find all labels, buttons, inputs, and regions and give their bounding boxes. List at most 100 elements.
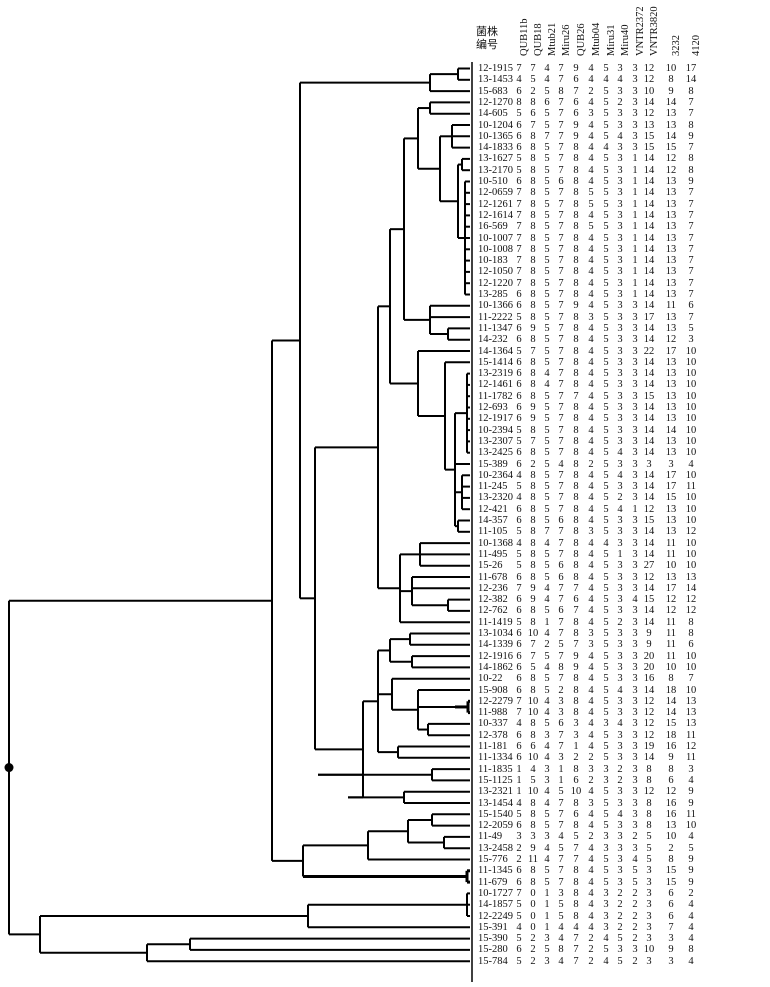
strain-row: 15-908 6 8 5 2 8 4 5 4 3 14 18 10 xyxy=(478,685,770,696)
strain-id: 15-26 xyxy=(478,560,503,572)
vntr-value: 18 xyxy=(665,684,677,696)
vntr-value: 3 xyxy=(632,718,638,730)
vntr-value: 8 xyxy=(688,628,694,639)
vntr-value: 13 xyxy=(665,402,677,413)
vntr-value: 5 xyxy=(603,865,609,877)
vntr-value: 3 xyxy=(617,209,623,221)
vntr-value: 4 xyxy=(688,831,694,843)
vntr-value: 7 xyxy=(688,142,694,154)
strain-id: 15-1125 xyxy=(478,774,513,786)
vntr-value: 6 xyxy=(530,108,536,120)
vntr-value: 4 xyxy=(588,322,594,334)
vntr-value: 8 xyxy=(573,876,579,888)
vntr-value: 5 xyxy=(603,469,609,481)
vntr-value: 14 xyxy=(685,74,697,86)
vntr-value: 8 xyxy=(573,164,579,176)
vntr-value: 5 xyxy=(544,402,550,413)
vntr-value: 10 xyxy=(527,628,539,639)
strain-row: 10-1368 4 8 4 7 8 4 4 3 3 14 11 10 xyxy=(478,538,770,549)
vntr-value: 4 xyxy=(588,741,594,752)
vntr-value: 14 xyxy=(643,616,655,628)
strain-row: 13-2320 4 8 5 7 8 4 5 2 3 14 15 10 xyxy=(478,492,770,503)
vntr-value: 14 xyxy=(643,356,655,368)
vntr-value: 2 xyxy=(688,887,694,899)
vntr-value: 4 xyxy=(588,616,594,628)
strain-row: 13-2458 2 9 4 5 7 4 3 3 3 5 2 5 xyxy=(478,843,770,854)
strain-row: 12-1917 6 9 5 7 8 4 5 3 3 14 13 10 xyxy=(478,413,770,424)
vntr-value: 8 xyxy=(573,673,579,685)
vntr-value: 3 xyxy=(588,311,594,323)
vntr-value: 2 xyxy=(617,910,623,922)
vntr-value: 5 xyxy=(544,458,550,470)
vntr-value: 14 xyxy=(643,526,655,538)
vntr-value: 4 xyxy=(588,424,594,436)
vntr-value: 3 xyxy=(617,481,623,493)
vntr-value: 3 xyxy=(632,96,638,108)
strain-row: 12-2279 7 10 4 3 8 4 5 3 3 12 14 13 xyxy=(478,696,770,707)
vntr-value: 3 xyxy=(632,435,638,447)
vntr-value: 7 xyxy=(688,266,694,278)
vntr-value: 8 xyxy=(530,469,536,481)
vntr-value: 5 xyxy=(632,865,638,877)
strain-id-header-line1: 菌株 xyxy=(476,26,498,38)
vntr-value: 8 xyxy=(573,232,579,244)
vntr-value: 4 xyxy=(588,345,594,357)
vntr-value: 3 xyxy=(617,673,623,685)
vntr-value: 5 xyxy=(544,503,550,515)
vntr-value: 10 xyxy=(570,786,582,798)
vntr-value: 7 xyxy=(688,311,694,323)
strain-row: 11-1347 6 9 5 7 8 4 5 3 3 14 13 5 xyxy=(478,323,770,334)
vntr-value: 3 xyxy=(632,684,638,696)
vntr-value: 6 xyxy=(516,322,522,334)
vntr-value: 8 xyxy=(573,153,579,165)
vntr-value: 14 xyxy=(643,481,655,493)
vntr-value: 4 xyxy=(588,910,594,922)
vntr-value: 4 xyxy=(588,469,594,481)
vntr-value: 3 xyxy=(603,887,609,899)
vntr-value: 5 xyxy=(603,786,609,798)
vntr-value: 5 xyxy=(603,447,609,459)
vntr-value: 7 xyxy=(558,548,564,560)
vntr-value: 8 xyxy=(573,266,579,278)
vntr-value: 7 xyxy=(558,153,564,165)
vntr-value: 8 xyxy=(688,944,694,956)
vntr-value: 10 xyxy=(685,379,697,391)
vntr-value: 7 xyxy=(668,921,674,933)
vntr-value: 5 xyxy=(544,413,550,425)
vntr-value: 10 xyxy=(643,85,655,97)
vntr-value: 3 xyxy=(632,424,638,436)
vntr-value: 6 xyxy=(516,752,522,764)
vntr-value: 5 xyxy=(516,481,522,493)
locus-header: 4120 xyxy=(690,6,704,56)
vntr-value: 2 xyxy=(617,774,623,786)
vntr-value: 10 xyxy=(685,548,697,560)
vntr-value: 6 xyxy=(516,176,522,187)
vntr-value: 10 xyxy=(685,537,697,549)
vntr-value: 3 xyxy=(617,424,623,436)
vntr-value: 1 xyxy=(632,187,638,199)
vntr-value: 8 xyxy=(573,221,579,233)
vntr-value: 5 xyxy=(603,424,609,436)
vntr-value: 10 xyxy=(685,356,697,368)
vntr-value: 14 xyxy=(643,413,655,425)
vntr-value: 8 xyxy=(530,526,536,538)
strain-id: 12-1916 xyxy=(478,650,513,662)
vntr-value: 4 xyxy=(688,933,694,945)
vntr-value: 10 xyxy=(665,831,677,843)
vntr-value: 12 xyxy=(665,594,677,606)
vntr-value: 15 xyxy=(665,718,677,730)
strain-row: 12-1461 6 8 4 7 8 4 5 3 3 14 13 10 xyxy=(478,379,770,390)
vntr-value: 4 xyxy=(588,582,594,594)
vntr-value: 8 xyxy=(530,153,536,165)
vntr-value: 8 xyxy=(688,153,694,165)
vntr-value: 8 xyxy=(530,289,536,300)
vntr-value: 8 xyxy=(573,571,579,583)
vntr-value: 5 xyxy=(544,255,550,267)
strain-id: 12-382 xyxy=(478,594,508,606)
vntr-value: 7 xyxy=(544,526,550,538)
vntr-value: 5 xyxy=(603,356,609,368)
vntr-value: 2 xyxy=(632,899,638,911)
vntr-value: 14 xyxy=(643,379,655,391)
vntr-value: 8 xyxy=(573,887,579,899)
vntr-value: 4 xyxy=(544,797,550,809)
